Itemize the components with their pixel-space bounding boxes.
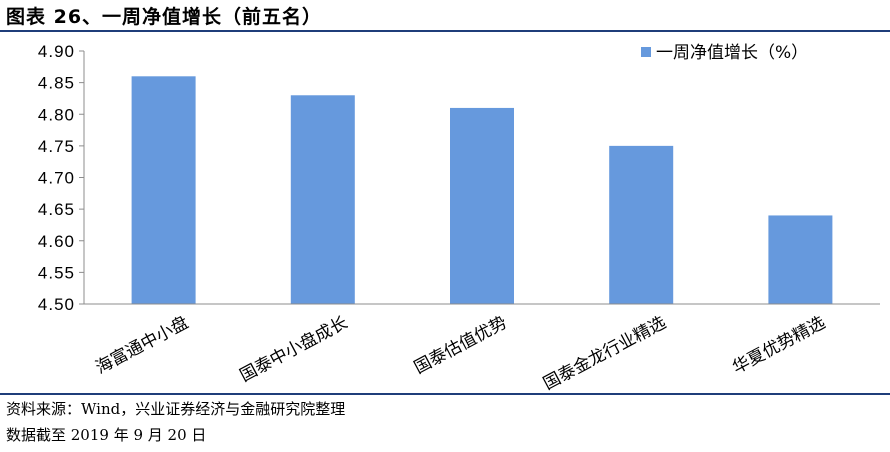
date-note: 数据截至 2019 年 9 月 20 日 <box>6 426 207 444</box>
source-note: 资料来源：Wind，兴业证券经济与金融研究院整理 <box>6 400 346 418</box>
x-tick-label: 海富通中小盘 <box>92 313 191 379</box>
x-tick-label: 国泰估值优势 <box>411 313 510 379</box>
bottom-divider <box>0 393 890 395</box>
y-axis: 4.90 4.85 4.80 4.75 4.70 4.65 4.60 4.55 4.50 <box>38 42 85 314</box>
y-tick-label: 4.70 <box>38 169 75 188</box>
y-tick-label: 4.80 <box>38 105 75 124</box>
y-tick-label: 4.55 <box>38 263 75 282</box>
bar <box>768 215 833 304</box>
x-tick-label: 国泰中小盘成长 <box>237 313 351 387</box>
bars <box>84 76 880 305</box>
y-tick-label: 4.60 <box>38 232 75 251</box>
legend-label: 一周净值增长（%） <box>656 43 808 63</box>
x-axis-labels: 海富通中小盘 国泰中小盘成长 国泰估值优势 国泰金龙行业精选 华夏优势精选 <box>92 313 828 395</box>
x-tick-label: 国泰金龙行业精选 <box>540 313 669 395</box>
y-tick-label: 4.90 <box>38 42 75 61</box>
y-tick-label: 4.65 <box>38 200 75 219</box>
legend: 一周净值增长（%） <box>641 43 808 63</box>
title-divider <box>0 30 890 32</box>
figure-title: 图表 26、一周净值增长（前五名） <box>6 6 323 28</box>
bar <box>609 145 674 304</box>
y-tick-label: 4.50 <box>38 295 75 314</box>
bar-chart: 4.90 4.85 4.80 4.75 4.70 4.65 4.60 4.55 4.50 海富通… <box>38 42 880 395</box>
legend-swatch <box>641 47 651 57</box>
bar <box>131 76 196 304</box>
y-tick-label: 4.75 <box>38 137 75 156</box>
y-tick-label: 4.85 <box>38 74 75 93</box>
bar <box>290 95 355 305</box>
x-tick-label: 华夏优势精选 <box>729 313 828 379</box>
bar <box>450 107 514 304</box>
